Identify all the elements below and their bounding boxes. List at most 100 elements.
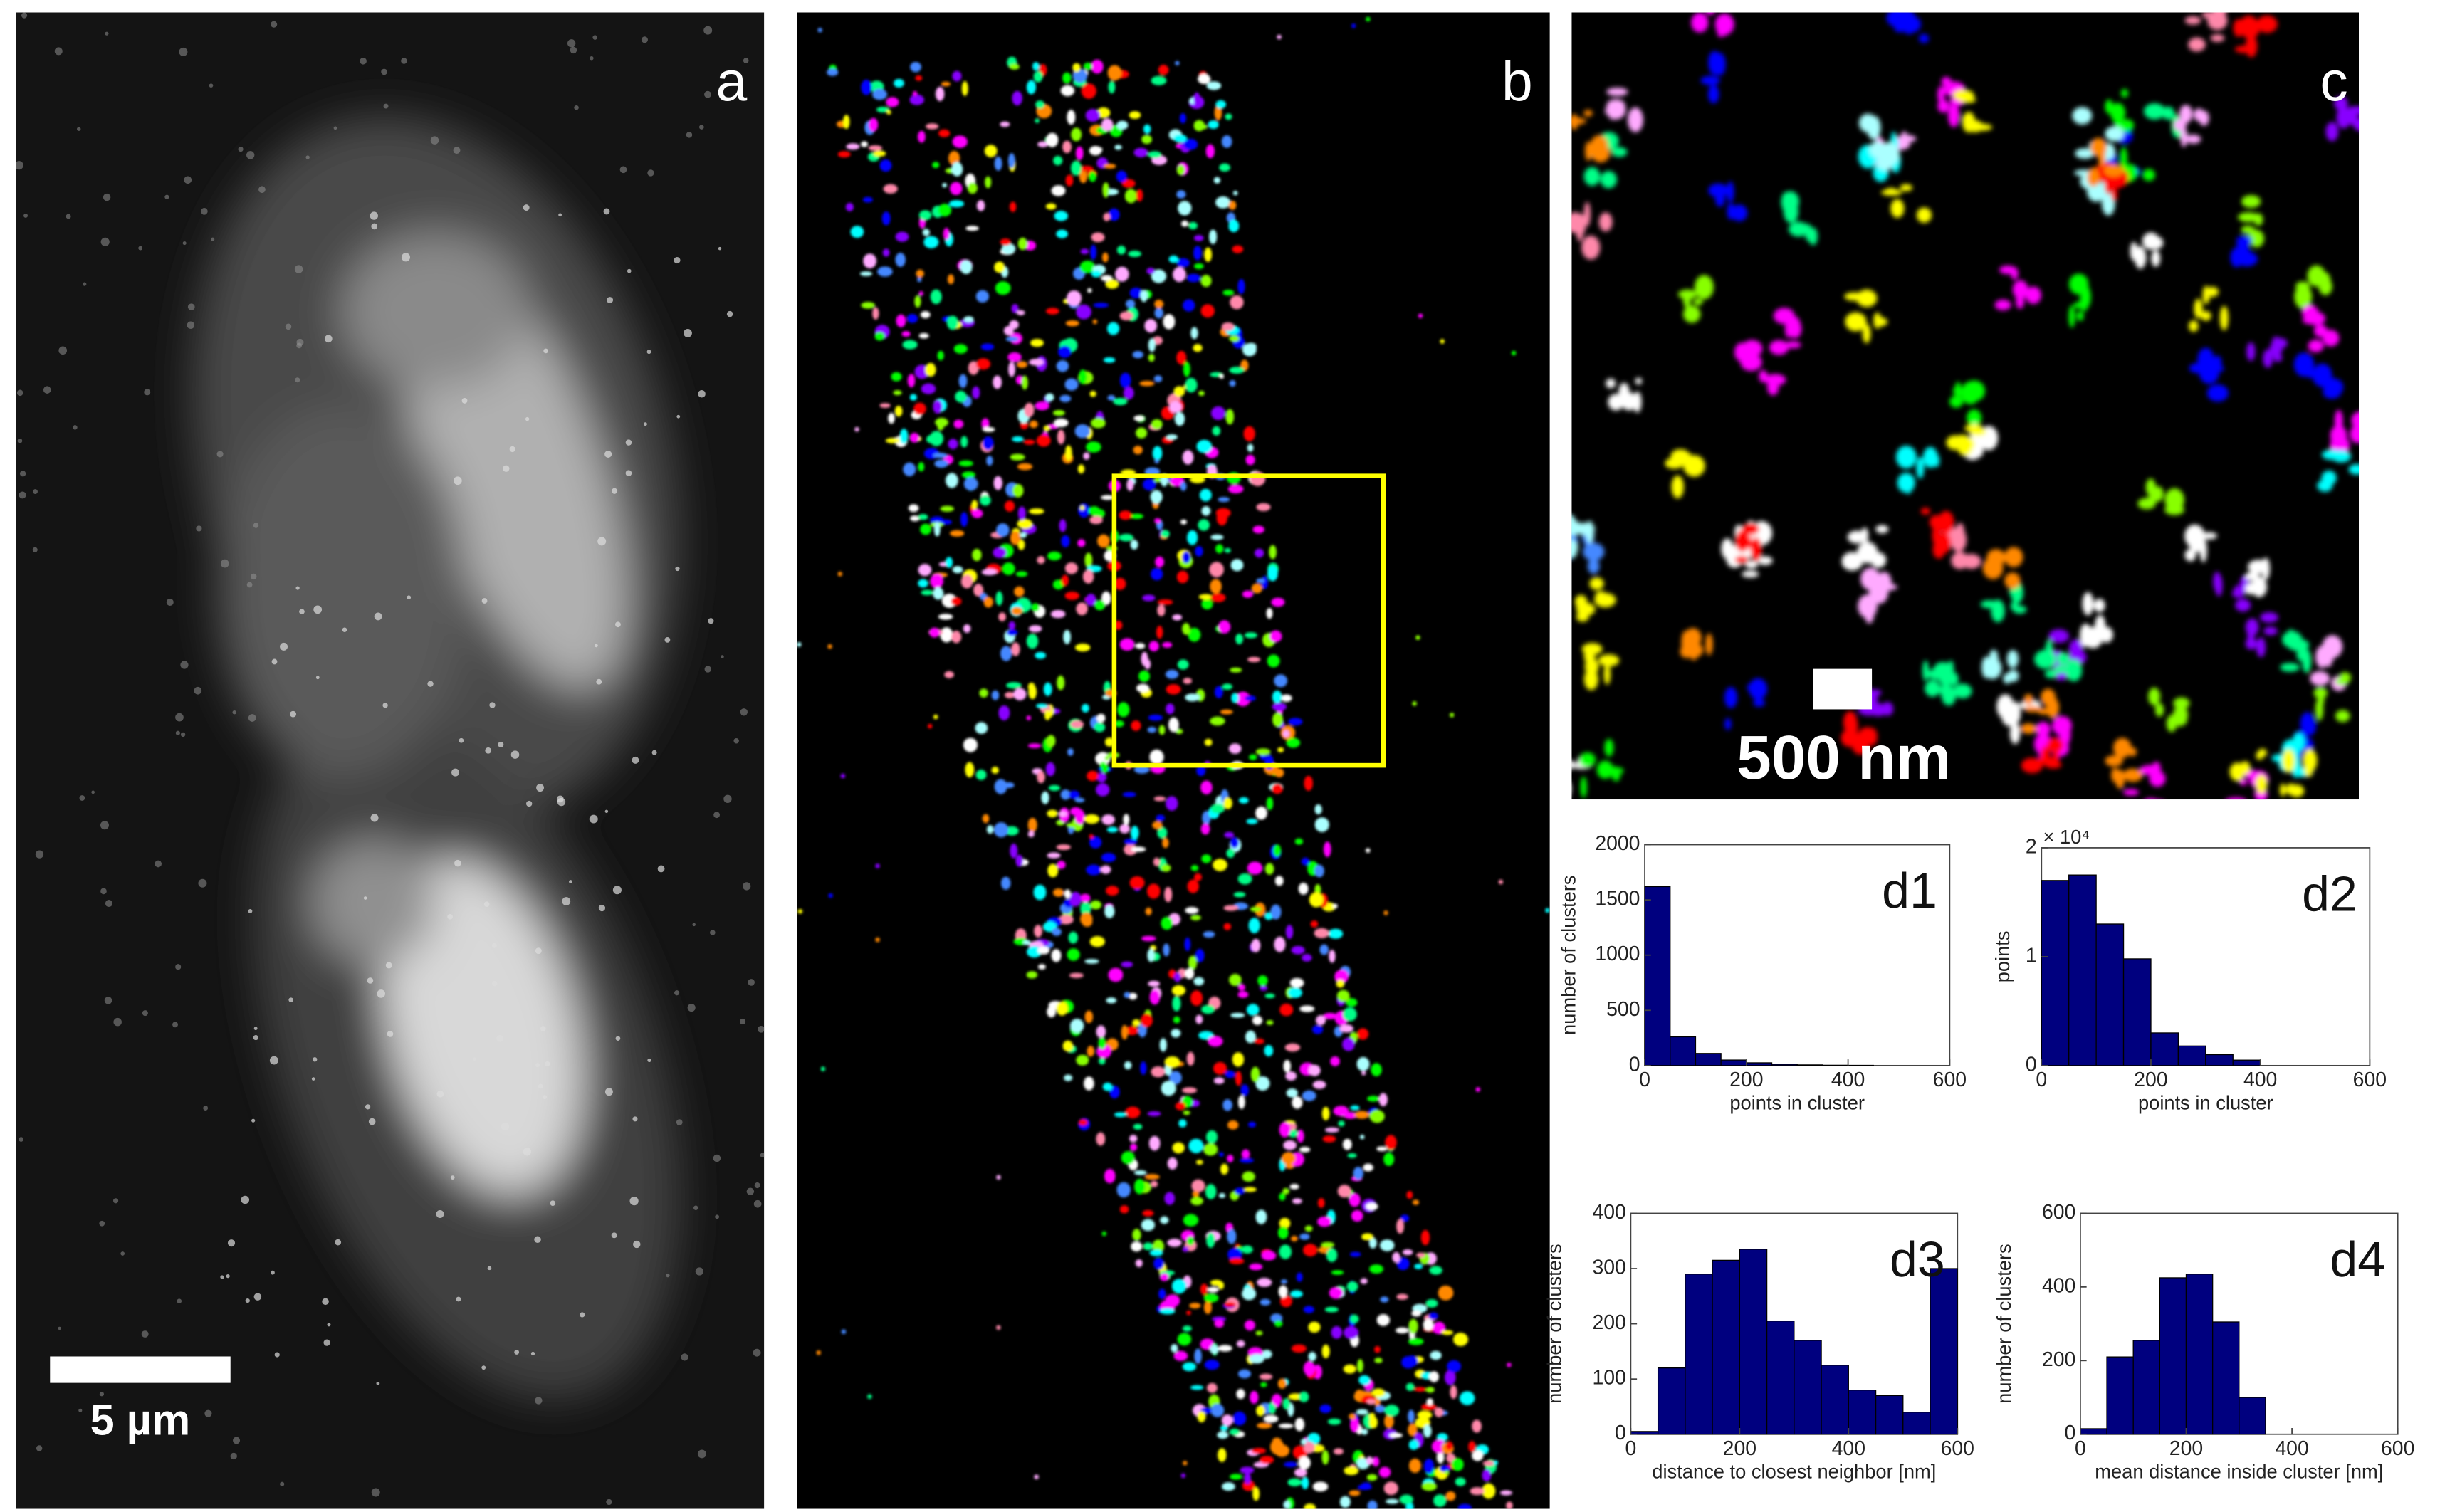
x-tick-label: 600: [1933, 1069, 1967, 1091]
cluster: [1256, 578, 1264, 584]
cluster: [1210, 593, 1226, 602]
cluster: [1412, 701, 1417, 706]
cluster: [982, 426, 995, 432]
cluster: [2245, 35, 2258, 58]
speck: [180, 732, 186, 737]
cluster: [1109, 1085, 1120, 1098]
cluster: [1598, 212, 1613, 232]
speck: [748, 979, 755, 986]
cluster: [1064, 445, 1072, 461]
cluster: [869, 117, 879, 132]
cluster: [1029, 359, 1044, 366]
cluster: [1074, 797, 1085, 803]
cluster: [1299, 1233, 1310, 1240]
speck: [698, 389, 706, 398]
speck: [607, 297, 614, 304]
cluster: [1187, 1237, 1195, 1246]
cluster: [1078, 1119, 1088, 1126]
cluster: [1183, 299, 1195, 312]
cluster: [2054, 665, 2068, 673]
cluster: [1130, 540, 1138, 550]
cluster: [1875, 525, 1889, 534]
cluster: [1101, 495, 1114, 500]
cluster: [1200, 275, 1212, 288]
speck: [201, 208, 208, 215]
cluster: [1089, 515, 1103, 525]
cluster: [1162, 641, 1173, 648]
cluster: [1206, 1232, 1215, 1248]
cluster: [1319, 1404, 1331, 1413]
cluster: [1242, 1287, 1257, 1301]
cluster: [1010, 843, 1018, 859]
cluster: [2239, 255, 2253, 267]
speck: [473, 1057, 477, 1061]
cluster: [1203, 1300, 1212, 1314]
speck: [651, 750, 657, 755]
cluster: [1013, 688, 1027, 700]
cluster: [1280, 1279, 1288, 1284]
cluster: [1190, 1385, 1204, 1390]
speck: [274, 1352, 280, 1358]
cluster: [1349, 1413, 1356, 1420]
cluster: [1245, 342, 1257, 351]
cluster: [1582, 542, 1605, 561]
cluster: [1183, 1461, 1188, 1466]
cluster: [2184, 549, 2196, 562]
cluster: [1716, 0, 1724, 3]
cluster: [1359, 1134, 1365, 1140]
cluster: [1160, 1308, 1176, 1315]
cluster: [1877, 154, 1893, 171]
cluster: [1251, 938, 1261, 952]
cluster: [1096, 1025, 1106, 1039]
cluster: [1090, 900, 1102, 910]
cluster: [1445, 1370, 1456, 1385]
speck: [612, 886, 622, 895]
cluster: [1243, 426, 1255, 441]
cluster: [1784, 200, 1798, 224]
scale-bar-label: 5 µm: [90, 1396, 191, 1444]
cluster: [1677, 290, 1697, 298]
cluster: [1845, 312, 1867, 332]
bar: [1695, 1053, 1722, 1066]
cluster: [1429, 1266, 1442, 1275]
x-tick-label: 0: [1625, 1437, 1636, 1460]
cluster: [1144, 1174, 1160, 1180]
speck: [675, 566, 680, 572]
cluster: [950, 182, 963, 196]
cluster: [2034, 650, 2056, 669]
cluster: [1384, 1414, 1394, 1429]
cluster: [1680, 645, 1695, 658]
cluster: [1307, 1432, 1321, 1445]
cluster: [2068, 273, 2089, 295]
cluster: [1880, 189, 1902, 196]
speck: [595, 644, 598, 648]
cluster: [1183, 138, 1198, 150]
cluster: [1101, 853, 1116, 863]
speck: [485, 747, 492, 754]
cluster: [1285, 1071, 1297, 1081]
cluster: [1116, 170, 1127, 182]
cluster: [1294, 1417, 1305, 1432]
cluster: [1385, 1135, 1397, 1150]
cluster: [1053, 155, 1063, 166]
cluster: [1869, 141, 1885, 158]
cluster: [1326, 1248, 1338, 1262]
x-axis-label: points in cluster: [1729, 1092, 1865, 1114]
speck: [514, 1350, 520, 1355]
cluster: [960, 574, 973, 589]
cluster: [1425, 1387, 1435, 1393]
cluster: [1408, 1318, 1418, 1334]
cluster: [1999, 266, 2016, 275]
cluster: [1002, 562, 1015, 575]
bar: [2132, 1340, 2161, 1435]
cluster: [1408, 1409, 1415, 1423]
cluster: [1113, 397, 1128, 406]
cluster: [1141, 651, 1148, 666]
cluster: [1222, 683, 1233, 690]
speck: [619, 166, 627, 174]
cluster: [891, 372, 902, 382]
speck: [196, 525, 202, 532]
cluster: [1366, 1399, 1376, 1405]
cluster: [1156, 814, 1166, 821]
